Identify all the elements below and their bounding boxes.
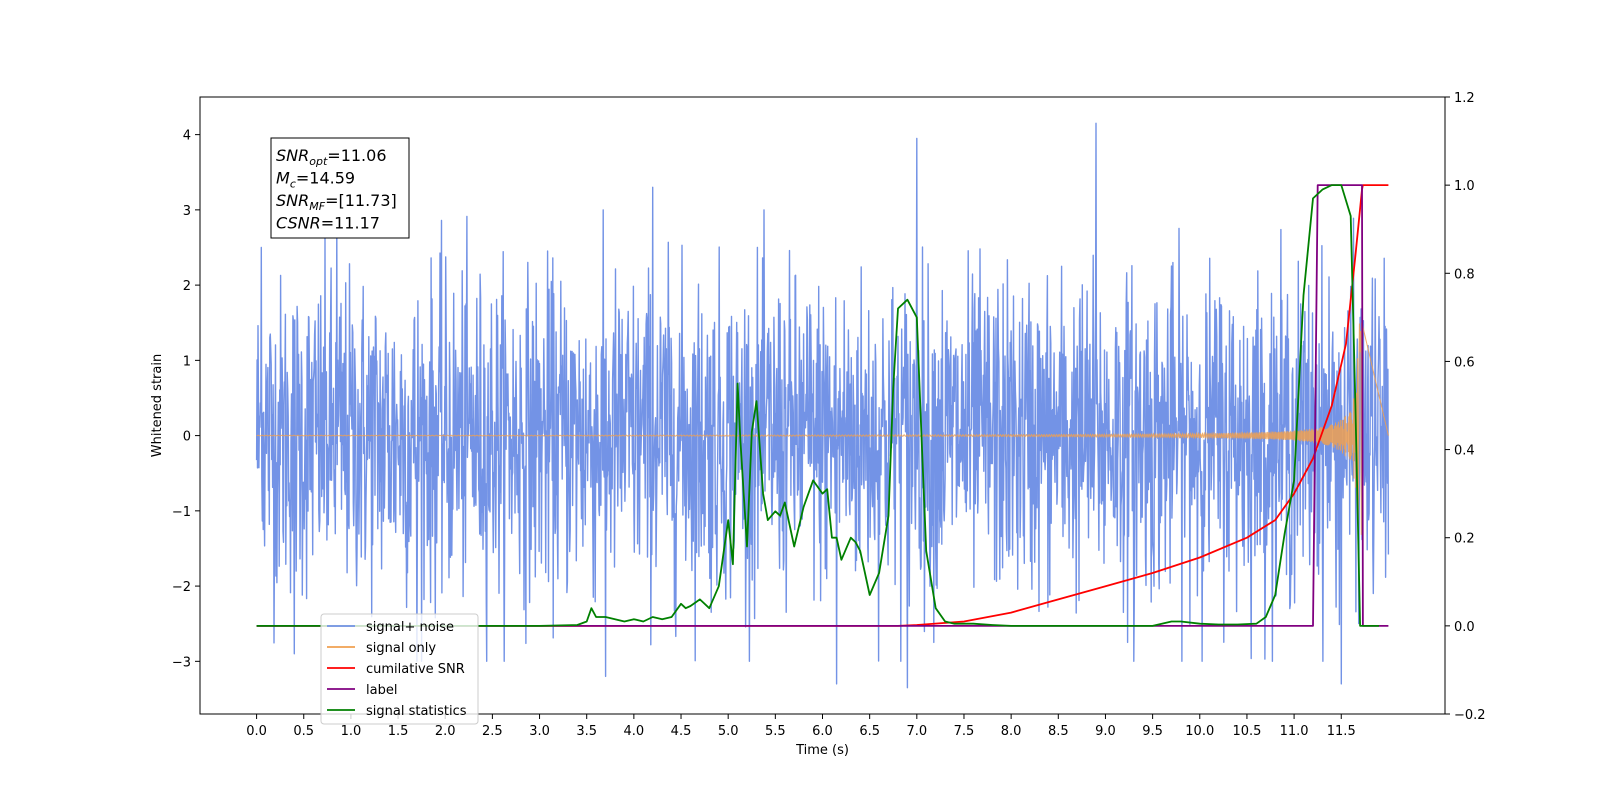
x-tick-label: 3.5 (576, 724, 597, 739)
annotation-value: =11.17 (321, 214, 380, 233)
y2-tick-label: 0.8 (1454, 267, 1475, 282)
x-tick-label: 2.5 (482, 724, 503, 739)
x-tick-label: 0.0 (246, 724, 267, 739)
x-tick-label: 8.5 (1048, 724, 1069, 739)
y2-tick-label: 0.2 (1454, 532, 1475, 547)
y2-tick-label: 1.0 (1454, 179, 1475, 194)
x-axis-ticks: 0.0 0.5 1.0 1.5 2.0 2.5 3.0 3.5 4.0 4.5 5.0 5.5 6.0 6… (246, 714, 1356, 739)
annotation-symbol: CSNR (276, 214, 321, 233)
y-axis-ticks: −3 −2 −1 0 1 2 3 4 (172, 129, 200, 670)
x-tick-label: 4.0 (624, 724, 645, 739)
x-axis-label: Time (s) (795, 743, 849, 758)
annotation-line: Mc=14.59 (276, 169, 355, 191)
x-tick-label: 7.0 (906, 724, 927, 739)
annotation-line: CSNR=11.17 (276, 214, 380, 233)
x-tick-label: 6.0 (812, 724, 833, 739)
x-tick-label: 1.0 (341, 724, 362, 739)
y2-tick-label: −0.2 (1454, 708, 1486, 723)
x-tick-label: 10.5 (1232, 724, 1261, 739)
legend-entry-label: signal only (366, 641, 436, 656)
y2-tick-label: 0.6 (1454, 355, 1475, 370)
series-line-signal-plus-noise (255, 122, 1390, 689)
series-line-cumilative-snr (256, 184, 1389, 627)
legend-entry-label: signal+ noise (366, 620, 454, 635)
stats-annotation-box: SNRopt=11.06Mc=14.59SNRMF=[11.73]CSNR=11… (270, 137, 410, 239)
y-tick-label: 4 (183, 129, 191, 144)
x-tick-label: 11.5 (1327, 724, 1356, 739)
annotation-subscript: MF (309, 200, 325, 213)
y-tick-label: 3 (183, 204, 191, 219)
x-tick-label: 4.5 (671, 724, 692, 739)
legend-entry-label: label (366, 683, 397, 698)
annotation-symbol: SNR (276, 146, 309, 165)
x-tick-label: 3.0 (529, 724, 550, 739)
legend-entry-label: signal statistics (366, 704, 467, 719)
y2-axis-ticks: −0.2 0.0 0.2 0.4 0.6 0.8 1.0 1.2 (1445, 91, 1486, 723)
legend-entry-label: cumilative SNR (366, 662, 465, 677)
x-tick-label: 9.0 (1095, 724, 1116, 739)
x-tick-label: 2.0 (435, 724, 456, 739)
x-tick-label: 1.5 (388, 724, 409, 739)
x-tick-label: 6.5 (859, 724, 880, 739)
annotation-value: =11.06 (327, 146, 386, 165)
y-tick-label: −3 (172, 655, 191, 670)
series-layer (255, 122, 1390, 689)
series-line-signal-only (256, 322, 1389, 535)
x-tick-label: 8.0 (1001, 724, 1022, 739)
annotation-line: SNRMF=[11.73] (276, 191, 397, 213)
y2-tick-label: 1.2 (1454, 91, 1475, 106)
x-tick-label: 9.5 (1142, 724, 1163, 739)
y2-tick-label: 0.0 (1454, 620, 1475, 635)
x-tick-label: 0.5 (293, 724, 314, 739)
annotation-value: =14.59 (296, 169, 355, 188)
y-tick-label: 0 (183, 430, 191, 445)
x-tick-label: 7.5 (954, 724, 975, 739)
series-line-signal-statistics (256, 184, 1379, 627)
legend: signal+ noise signal only cumilative SNR la… (320, 613, 479, 725)
y-tick-label: −2 (172, 580, 191, 595)
annotation-subscript: c (290, 178, 296, 191)
y2-tick-label: 0.4 (1454, 444, 1475, 459)
x-tick-label: 10.0 (1185, 724, 1214, 739)
y-axis-label: Whitened strain (150, 354, 165, 457)
annotation-frame (270, 137, 410, 239)
y-tick-label: 2 (183, 279, 191, 294)
y-tick-label: 1 (183, 354, 191, 369)
annotation-symbol: M (276, 169, 290, 188)
y-tick-label: −1 (172, 505, 191, 520)
legend-frame (320, 613, 479, 725)
x-tick-label: 5.5 (765, 724, 786, 739)
annotation-line: SNRopt=11.06 (276, 146, 387, 168)
annotation-symbol: SNR (276, 191, 309, 210)
x-tick-label: 11.0 (1280, 724, 1309, 739)
annotation-subscript: opt (309, 155, 328, 168)
annotation-value: =[11.73] (325, 191, 397, 210)
x-tick-label: 5.0 (718, 724, 739, 739)
